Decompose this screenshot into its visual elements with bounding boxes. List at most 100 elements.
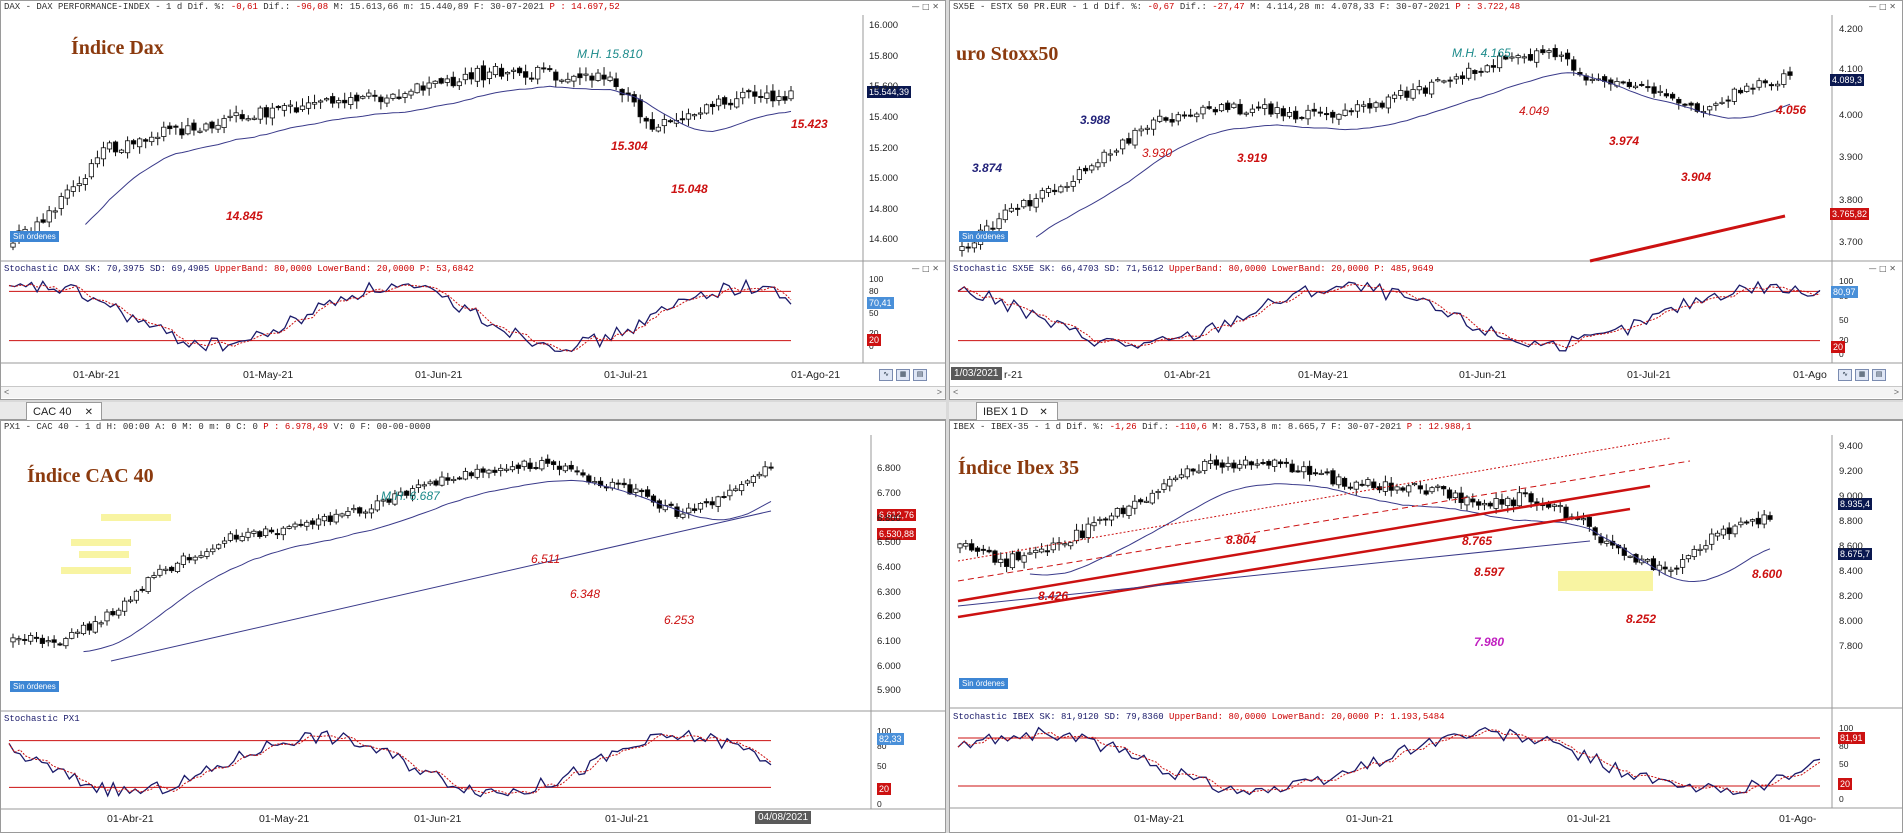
candle-body [782,96,788,101]
candle-body [57,643,63,646]
candle-body [210,548,216,553]
candle-body [571,75,577,82]
candle-body [1416,86,1422,91]
candle-body [517,67,523,74]
dax-save-icon[interactable]: ▦ [896,369,910,381]
candle-body [1714,532,1721,537]
scroll-right-icon[interactable]: > [936,387,942,397]
stoxx-price-box: 4.089,3 [1830,74,1865,86]
candle-body [680,513,686,518]
candle-body [1394,486,1400,491]
candle-body [354,94,360,102]
candle-body [1184,468,1190,478]
candle-body [1429,81,1435,95]
dax-stoch-controls[interactable]: — □ ✕ [911,264,939,273]
candle-body [1143,500,1150,503]
stoxx-chart[interactable] [950,1,1903,400]
dax-layout-icon[interactable]: ▤ [913,369,927,381]
candle-body [547,68,553,71]
candle-body [1713,103,1719,106]
candle-body [1503,55,1509,60]
cac-y-tick: 6.600 [877,513,901,524]
candle-body [1277,461,1284,465]
stoxx-save-icon[interactable]: ▦ [1855,369,1869,381]
dax-settings-icon[interactable]: ∿ [879,369,893,381]
close-icon[interactable]: ✕ [84,407,93,418]
ibex-chart[interactable] [950,421,1903,833]
candle-body [1149,492,1155,504]
scroll-left-icon[interactable]: < [953,387,959,397]
candle-body [468,472,474,477]
dax-orders-badge[interactable]: Sin órdenes [10,231,59,242]
cac-mh-label: M.H. 6.687 [381,489,440,503]
candle-body [1132,129,1138,146]
stoxx-layout-icon[interactable]: ▤ [1872,369,1886,381]
candle-body [1417,485,1423,490]
candle-body [378,96,384,103]
candle-body [1068,542,1074,547]
candle-body [28,635,34,642]
candle-body [155,136,161,139]
cac-chart[interactable] [1,421,946,833]
candle-body [58,196,64,209]
stoxx-label-4049: 4.049 [1519,104,1550,118]
candle-body [752,91,758,97]
candle-body [1144,127,1150,130]
candle-body [197,130,203,133]
ibex-price-box: 8.935,4 [1838,498,1873,510]
candle-body [1114,508,1120,517]
stoxx-stoch-lower-box: 20 [1831,341,1846,353]
cac-orders-badge[interactable]: Sin órdenes [10,681,59,692]
candle-body [959,246,965,251]
candle-body [1272,459,1278,467]
stoxx-stoch-tick: 0 [1839,349,1844,359]
stoxx-settings-icon[interactable]: ∿ [1838,369,1852,381]
candle-body [1330,470,1336,485]
dax-panel: DAX - DAX PERFORMANCE-INDEX - 1 d Dif. %… [0,0,946,400]
candle-body [1571,59,1577,71]
candle-body [1021,199,1027,208]
dax-scrollbar[interactable]: < > [1,386,945,398]
candle-body [1540,49,1546,54]
candle-body [456,81,462,87]
candle-body [186,557,192,561]
ibex-y-tick: 9.400 [1839,441,1863,452]
cac-y-tick: 6.800 [877,463,901,474]
close-icon[interactable]: ✕ [1039,407,1048,418]
candle-body [562,465,568,472]
tab-cac40[interactable]: CAC 40 ✕ [26,402,102,420]
dax-chart[interactable] [1,1,946,400]
candle-body [474,67,480,82]
candle-body [1242,459,1249,466]
candle-body [1299,116,1305,119]
scroll-right-icon[interactable]: > [1893,387,1899,397]
candle-body [1552,47,1558,58]
candle-body [432,80,438,85]
tab-ibex[interactable]: IBEX 1 D ✕ [976,402,1058,420]
ibex-label-8600: 8.600 [1752,567,1783,581]
candle-body [1379,102,1385,108]
candle-body [339,513,345,517]
dax-window-controls[interactable]: — □ ✕ [911,2,939,11]
candle-body [1336,476,1342,486]
cac-stoch-tick: 100 [877,726,892,736]
stoxx-scrollbar[interactable]: < > [950,386,1902,398]
candle-body [1621,547,1627,556]
candle-body [1167,478,1173,487]
candle-body [568,464,574,470]
stoxx-orders-badge[interactable]: Sin órdenes [959,231,1008,242]
stoxx-window-controls[interactable]: — □ ✕ [1868,2,1896,11]
stoxx-stoch-tick: 100 [1839,276,1854,286]
dax-header: DAX - DAX PERFORMANCE-INDEX - 1 d Dif. %… [1,1,945,14]
scroll-left-icon[interactable]: < [4,387,10,397]
candle-body [762,466,768,477]
candle-body [251,117,257,120]
candle-body [1422,87,1429,94]
candle-body [392,493,398,505]
stoxx-stoch-controls[interactable]: — □ ✕ [1868,264,1896,273]
cac-stoch-box: 82,33 [877,733,904,745]
candle-body [192,556,198,561]
ibex-orders-badge[interactable]: Sin órdenes [959,678,1008,689]
candle-body [45,640,51,643]
candle-body [167,125,173,130]
